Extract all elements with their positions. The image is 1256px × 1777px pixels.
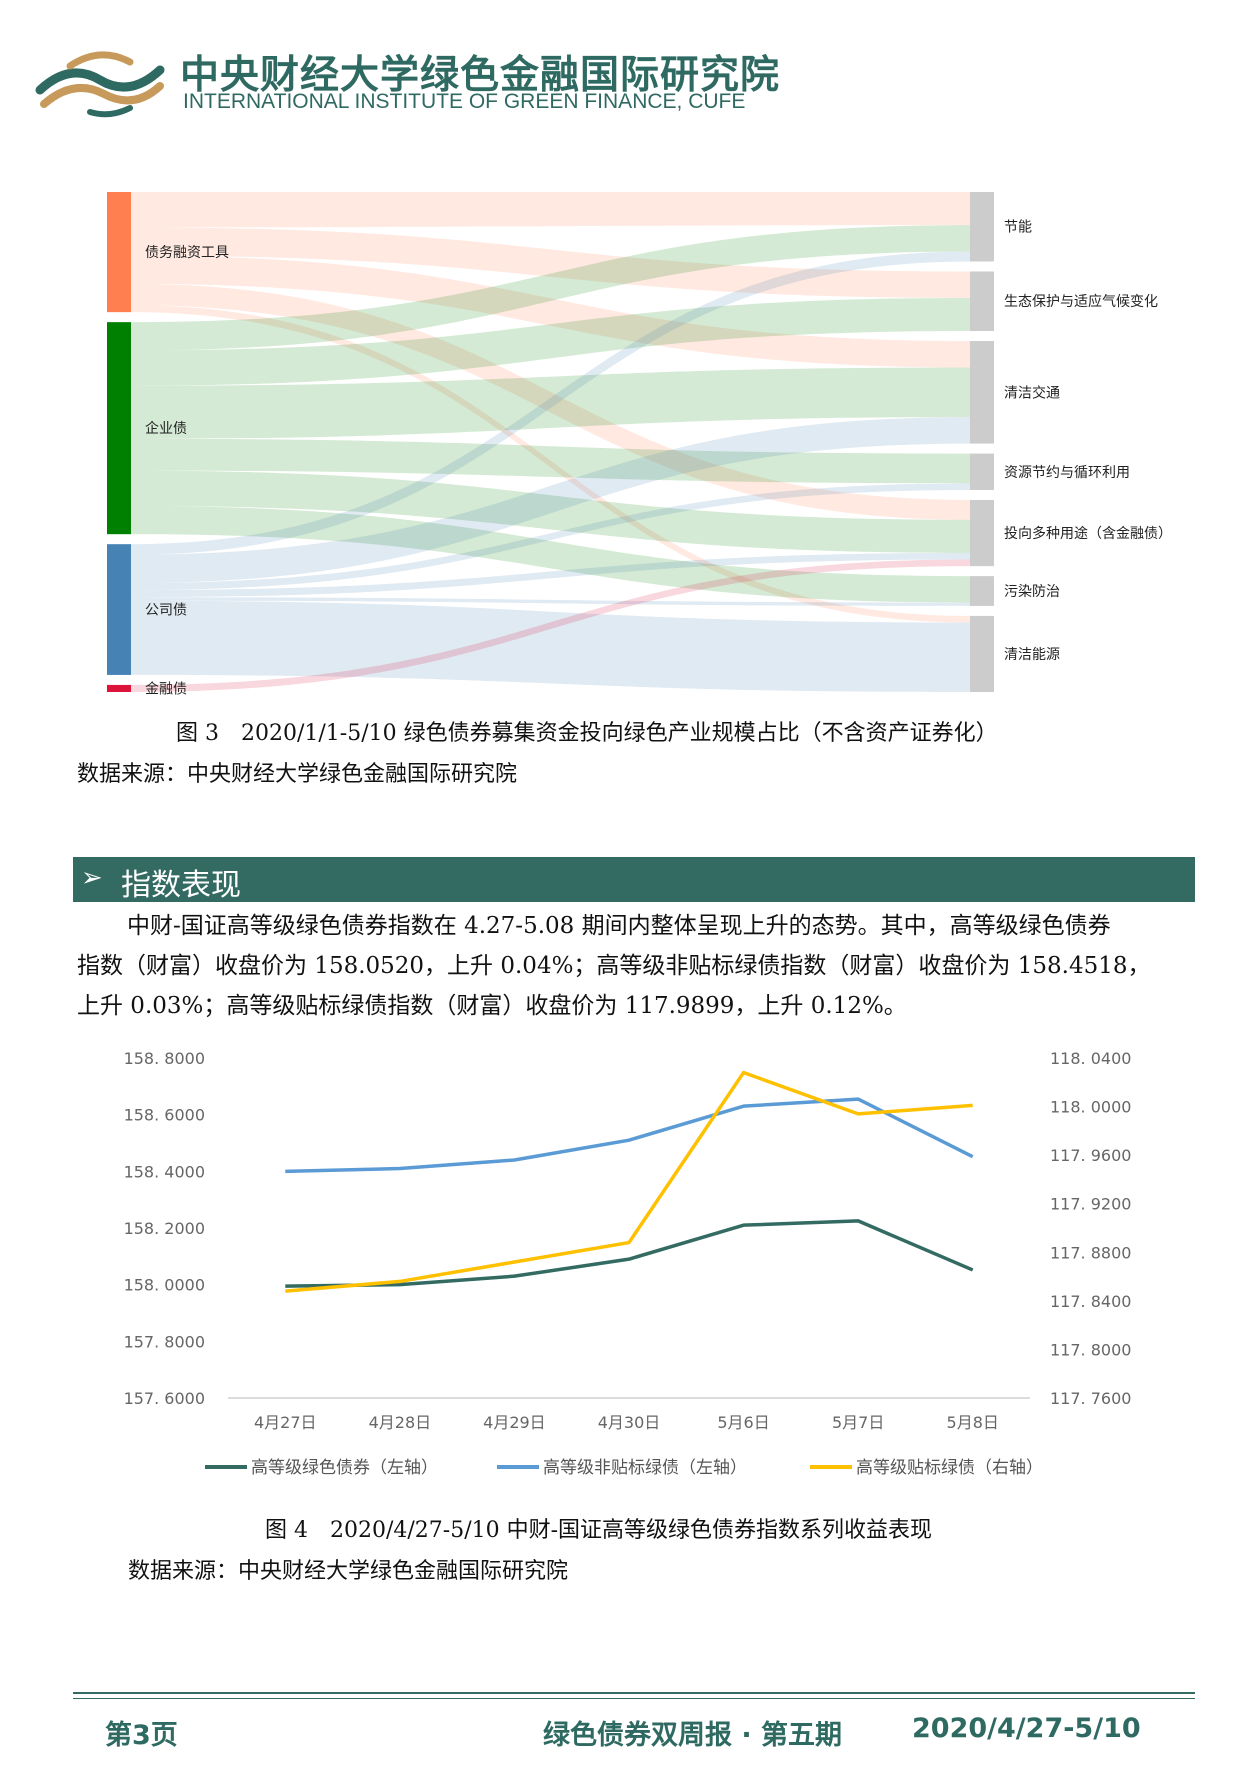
sankey-target-node bbox=[970, 453, 994, 490]
sankey-source-label: 企业债 bbox=[145, 420, 187, 437]
sankey-link bbox=[131, 559, 970, 692]
sankey-link bbox=[131, 470, 970, 553]
x-axis-tick: 4月27日 bbox=[254, 1413, 317, 1432]
sankey-source-node bbox=[107, 544, 131, 675]
sankey-link bbox=[131, 417, 970, 584]
sankey-target-label: 清洁能源 bbox=[1004, 647, 1060, 663]
series-line bbox=[285, 1219, 974, 1288]
sankey-link bbox=[131, 367, 970, 439]
legend-label: 高等级绿色债券（左轴） bbox=[251, 1458, 438, 1478]
series-line bbox=[285, 1070, 973, 1293]
sankey-link bbox=[131, 597, 970, 606]
paragraph-line: 指数（财富）收盘价为 158.0520，上升 0.04%；高等级非贴标绿债指数（… bbox=[77, 953, 1151, 979]
sankey-target-label: 生态保护与适应气候变化 bbox=[1004, 293, 1158, 310]
sankey-link bbox=[131, 297, 970, 386]
figure4-caption: 图 4 2020/4/27-5/10 中财-国证高等级绿色债券指数系列收益表现 bbox=[265, 1518, 933, 1543]
sankey-target-label: 污染防治 bbox=[1004, 584, 1060, 600]
x-axis-tick: 4月30日 bbox=[598, 1413, 661, 1432]
arrow-icon: ➢ bbox=[81, 863, 103, 893]
left-axis-tick: 158. 0000 bbox=[124, 1276, 205, 1295]
sankey-link bbox=[131, 283, 970, 520]
sankey-target-node bbox=[970, 341, 994, 444]
sankey-target-label: 资源节约与循环利用 bbox=[1004, 465, 1130, 481]
org-name-en: INTERNATIONAL INSTITUTE OF GREEN FINANCE… bbox=[183, 90, 746, 113]
sankey-link bbox=[131, 251, 970, 555]
footer-title: 绿色债券双周报 · 第五期 bbox=[543, 1720, 843, 1751]
sankey-source-label: 金融债 bbox=[145, 681, 187, 697]
sankey-link bbox=[131, 305, 970, 623]
sankey-link bbox=[131, 600, 970, 692]
sankey-target-node bbox=[970, 192, 994, 262]
left-axis-tick: 158. 6000 bbox=[124, 1106, 205, 1125]
series-line bbox=[285, 1097, 974, 1174]
left-axis-tick: 157. 6000 bbox=[124, 1389, 205, 1408]
sankey-target-label: 投向多种用途（含金融债） bbox=[1004, 525, 1172, 542]
sankey-source-label: 债务融资工具 bbox=[145, 245, 229, 261]
right-axis-tick: 117. 9600 bbox=[1050, 1146, 1131, 1165]
sankey-source-node bbox=[107, 684, 131, 692]
sankey-link bbox=[131, 505, 970, 603]
footer-date: 2020/4/27-5/10 bbox=[912, 1713, 1141, 1744]
left-axis-tick: 157. 8000 bbox=[124, 1332, 205, 1351]
footer-page: 第3页 bbox=[105, 1720, 178, 1751]
sankey-target-label: 节能 bbox=[1004, 220, 1032, 236]
sankey-link bbox=[131, 483, 970, 591]
sankey-link bbox=[131, 227, 970, 298]
sankey-source-label: 公司债 bbox=[145, 603, 187, 619]
section-paragraph: 中财-国证高等级绿色债券指数在 4.27-5.08 期间内整体呈现上升的态势。其… bbox=[77, 906, 1195, 1026]
figure4-source: 数据来源：中央财经大学绿色金融国际研究院 bbox=[128, 1559, 569, 1584]
left-axis-tick: 158. 4000 bbox=[124, 1162, 205, 1181]
sankey-links bbox=[131, 192, 970, 692]
right-axis-tick: 117. 7600 bbox=[1050, 1389, 1131, 1408]
section-title: 指数表现 bbox=[121, 868, 241, 903]
figure3-source: 数据来源：中央财经大学绿色金融国际研究院 bbox=[77, 762, 518, 787]
x-axis-tick: 4月28日 bbox=[369, 1413, 432, 1432]
sankey-target-node bbox=[970, 499, 994, 567]
x-axis-tick: 4月29日 bbox=[483, 1413, 546, 1432]
sankey-link bbox=[131, 192, 970, 228]
x-axis-tick: 5月7日 bbox=[832, 1413, 884, 1432]
sankey-target-node bbox=[970, 271, 994, 332]
sankey-link bbox=[131, 438, 970, 484]
sankey-target-node bbox=[970, 576, 994, 606]
x-axis-tick: 5月6日 bbox=[717, 1413, 769, 1432]
sankey-target-node bbox=[970, 615, 994, 692]
sankey-link bbox=[131, 552, 970, 598]
left-axis-tick: 158. 2000 bbox=[124, 1219, 205, 1238]
right-axis-tick: 117. 8400 bbox=[1050, 1292, 1131, 1311]
paragraph-line: 上升 0.03%；高等级贴标绿债指数（财富）收盘价为 117.9899，上升 0… bbox=[77, 993, 907, 1019]
figure3-caption: 图 3 2020/1/1-5/10 绿色债券募集资金投向绿色产业规模占比（不含资… bbox=[176, 721, 998, 746]
institute-logo bbox=[35, 51, 165, 118]
paragraph-line: 中财-国证高等级绿色债券指数在 4.27-5.08 期间内整体呈现上升的态势。其… bbox=[127, 913, 1111, 939]
right-axis-tick: 117. 9200 bbox=[1050, 1195, 1131, 1214]
section-header: ➢ 指数表现 bbox=[73, 857, 1195, 903]
legend-label: 高等级非贴标绿债（左轴） bbox=[543, 1458, 747, 1478]
sankey-target-label: 清洁交通 bbox=[1004, 384, 1060, 401]
sankey-source-node bbox=[107, 192, 131, 313]
sankey-source-node bbox=[107, 322, 131, 535]
x-axis-tick: 5月8日 bbox=[947, 1413, 999, 1432]
right-axis-tick: 117. 8800 bbox=[1050, 1243, 1131, 1262]
legend-label: 高等级贴标绿债（右轴） bbox=[856, 1458, 1043, 1478]
index-line-chart: 157. 6000 157. 8000 158. 0000 158. 2000 158.… bbox=[124, 1049, 1132, 1478]
sankey-link bbox=[131, 255, 970, 368]
right-axis-tick: 117. 8000 bbox=[1050, 1340, 1131, 1359]
sankey-link bbox=[131, 225, 970, 351]
left-axis-tick: 158. 8000 bbox=[124, 1049, 205, 1068]
footer-divider bbox=[73, 1698, 1195, 1699]
org-name-cn: 中央财经大学绿色金融国际研究院 bbox=[180, 53, 781, 98]
footer-divider bbox=[73, 1692, 1195, 1694]
right-axis-tick: 118. 0000 bbox=[1050, 1098, 1131, 1117]
right-axis-tick: 118. 0400 bbox=[1050, 1049, 1131, 1068]
